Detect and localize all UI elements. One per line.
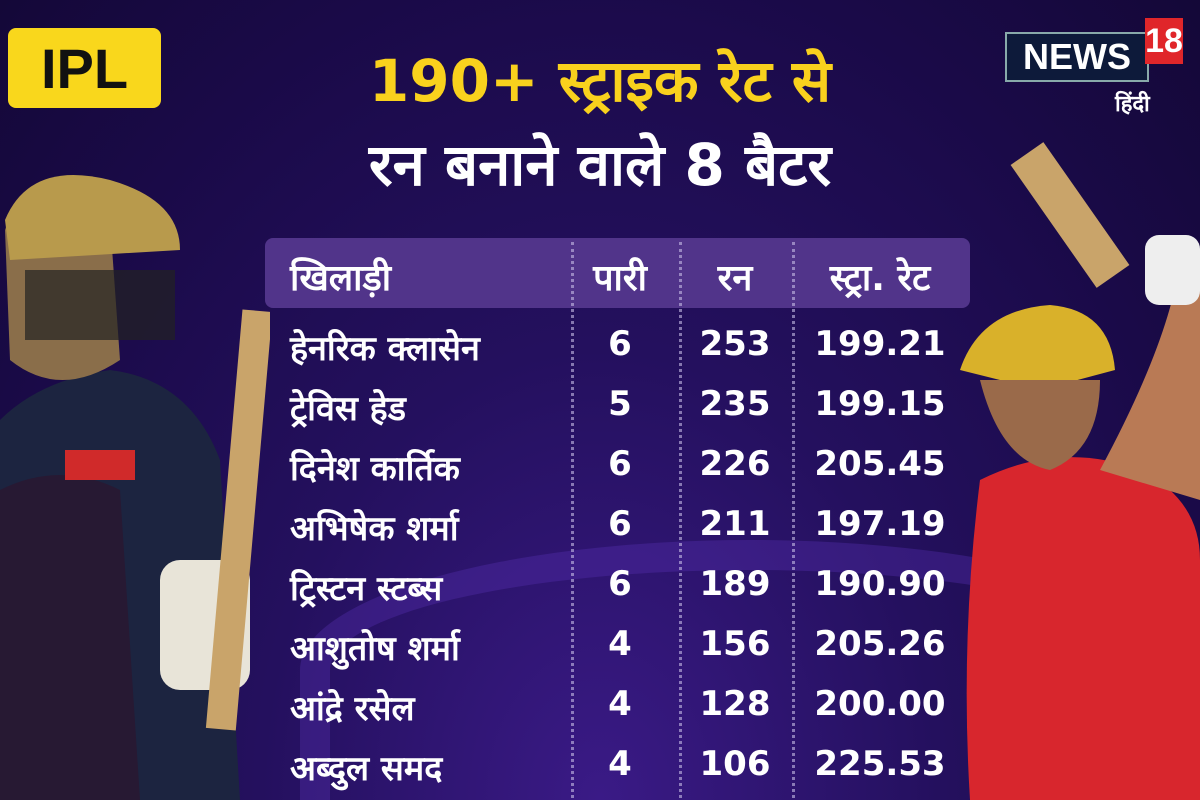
logo-language: हिंदी bbox=[1115, 92, 1150, 117]
innings: 6 bbox=[608, 444, 632, 484]
player-name: आंद्रे रसेल bbox=[290, 689, 415, 729]
table-row: ट्रिस्टन स्टब्स 6 189 190.90 bbox=[265, 556, 970, 616]
logo-news: NEWS bbox=[1005, 32, 1149, 82]
header-strike-rate: स्ट्रा. रेट bbox=[829, 258, 931, 299]
table-row: हेनरिक क्लासेन 6 253 199.21 bbox=[265, 316, 970, 376]
innings: 5 bbox=[608, 384, 632, 424]
table-header: खिलाड़ी पारी रन स्ट्रा. रेट bbox=[265, 238, 970, 308]
header-innings: पारी bbox=[593, 258, 647, 299]
column-divider bbox=[679, 242, 682, 798]
table-row: दिनेश कार्तिक 6 226 205.45 bbox=[265, 436, 970, 496]
innings: 6 bbox=[608, 564, 632, 604]
innings: 4 bbox=[608, 684, 632, 724]
player-name: आशुतोष शर्मा bbox=[290, 629, 460, 669]
column-divider bbox=[792, 242, 795, 798]
runs: 235 bbox=[699, 384, 771, 424]
player-name: ट्रिस्टन स्टब्स bbox=[290, 569, 443, 609]
innings: 6 bbox=[608, 504, 632, 544]
player-name: दिनेश कार्तिक bbox=[290, 449, 460, 489]
runs: 211 bbox=[699, 504, 771, 544]
strike-rate: 205.45 bbox=[814, 444, 946, 484]
news18-logo: NEWS 18 हिंदी bbox=[1003, 18, 1183, 118]
table-row: अभिषेक शर्मा 6 211 197.19 bbox=[265, 496, 970, 556]
runs: 226 bbox=[699, 444, 771, 484]
runs: 156 bbox=[699, 624, 771, 664]
logo-18: 18 bbox=[1145, 18, 1183, 64]
stats-table: खिलाड़ी पारी रन स्ट्रा. रेट हेनरिक क्लास… bbox=[265, 238, 970, 800]
innings: 4 bbox=[608, 744, 632, 784]
title-line-2: रन बनाने वाले 8 बैटर bbox=[368, 131, 832, 199]
runs: 189 bbox=[699, 564, 771, 604]
player-photo-left bbox=[0, 175, 270, 800]
strike-rate: 199.15 bbox=[814, 384, 946, 424]
header-runs: रन bbox=[717, 258, 753, 299]
ipl-badge: IPL bbox=[8, 28, 161, 108]
table-row: ट्रेविस हेड 5 235 199.15 bbox=[265, 376, 970, 436]
title-line-1: 190+ स्ट्राइक रेट से bbox=[368, 47, 832, 115]
player-name: अब्दुल समद bbox=[290, 749, 443, 789]
strike-rate: 200.00 bbox=[814, 684, 946, 724]
table-row: आशुतोष शर्मा 4 156 205.26 bbox=[265, 616, 970, 676]
table-row: आंद्रे रसेल 4 128 200.00 bbox=[265, 676, 970, 736]
player-photo-right bbox=[960, 142, 1200, 800]
table-row: अब्दुल समद 4 106 225.53 bbox=[265, 736, 970, 796]
innings: 4 bbox=[608, 624, 632, 664]
strike-rate: 197.19 bbox=[814, 504, 946, 544]
column-divider bbox=[571, 242, 574, 798]
player-name: ट्रेविस हेड bbox=[290, 389, 406, 429]
innings: 6 bbox=[608, 324, 632, 364]
strike-rate: 199.21 bbox=[814, 324, 946, 364]
header-player: खिलाड़ी bbox=[290, 258, 392, 299]
runs: 128 bbox=[699, 684, 771, 724]
runs: 253 bbox=[699, 324, 771, 364]
strike-rate: 190.90 bbox=[814, 564, 946, 604]
player-name: हेनरिक क्लासेन bbox=[290, 329, 480, 369]
strike-rate: 205.26 bbox=[814, 624, 946, 664]
player-name: अभिषेक शर्मा bbox=[290, 509, 459, 549]
strike-rate: 225.53 bbox=[814, 744, 946, 784]
runs: 106 bbox=[699, 744, 771, 784]
